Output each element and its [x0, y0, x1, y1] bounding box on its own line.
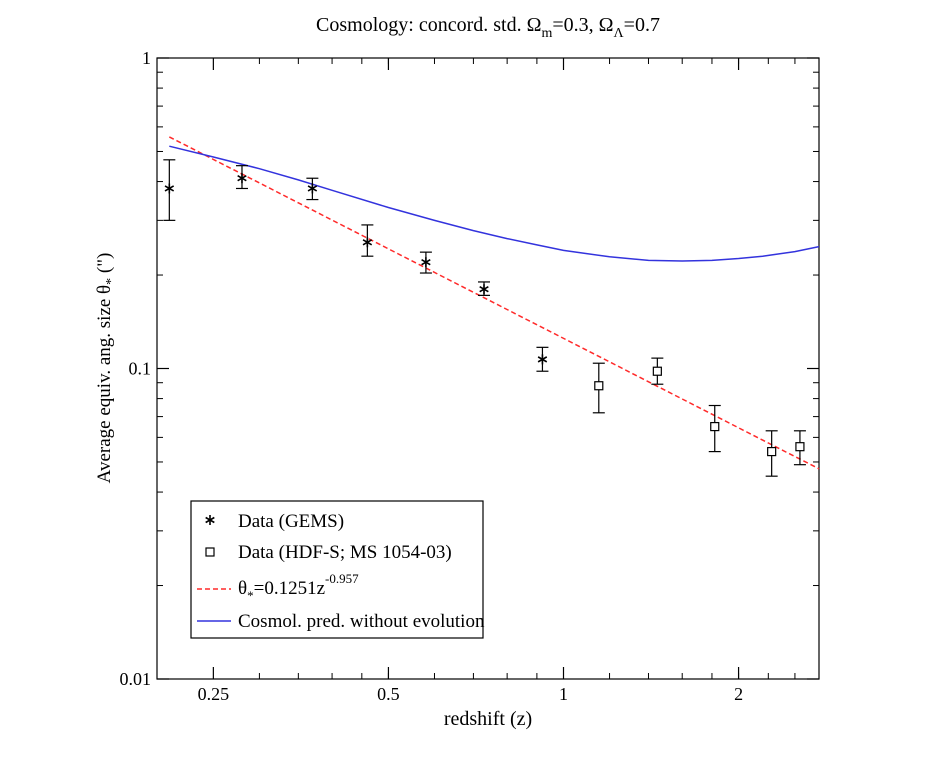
legend-item-hdfs: Data (HDF-S; MS 1054-03)	[205, 542, 452, 563]
power-law-fit-line	[168, 136, 820, 470]
data-point-gems	[537, 354, 548, 365]
legend-marker-square	[205, 547, 215, 557]
asterisk-stroke	[479, 286, 489, 293]
asterisk-stroke	[205, 516, 215, 524]
data-point-hdfs	[594, 381, 604, 391]
y-tick-label: 0.1	[129, 359, 152, 379]
asterisk-stroke	[537, 356, 548, 363]
x-axis-label: redshift (z)	[444, 708, 532, 730]
data-point-gems	[307, 183, 318, 194]
legend-item-fit: θ*=0.1251z-0.957	[197, 571, 359, 603]
asterisk-stroke	[362, 239, 373, 246]
asterisk-stroke	[237, 175, 247, 182]
asterisk-stroke	[307, 185, 318, 192]
data-point-hdfs	[710, 421, 720, 432]
y-axis-ticks: 0.01 0.1 1	[120, 48, 819, 689]
asterisk-stroke	[421, 258, 431, 266]
x-tick-label: 2	[734, 684, 743, 704]
chart-title: Cosmology: concord. std. Ωm=0.3, ΩΛ=0.7	[316, 14, 660, 41]
legend: Data (GEMS) Data (HDF-S; MS 1054-03) θ*=…	[190, 500, 485, 639]
legend-item-gems: Data (GEMS)	[205, 511, 344, 532]
data-point-gems	[164, 183, 175, 194]
x-tick-label: 0.25	[198, 684, 230, 704]
asterisk-stroke	[164, 185, 175, 192]
x-tick-label: 0.5	[377, 684, 400, 704]
legend-label-gems: Data (GEMS)	[238, 511, 344, 532]
data-point-gems	[362, 237, 373, 248]
legend-label-fit: θ*=0.1251z-0.957	[238, 571, 359, 603]
legend-asterisk-glyph	[205, 515, 215, 525]
cosmol-prediction-line	[169, 145, 820, 262]
data-point-gems	[479, 284, 489, 295]
x-axis-ticks: 0.25 0.5 1 2	[198, 58, 796, 704]
legend-item-cosmol: Cosmol. pred. without evolution	[197, 611, 485, 632]
legend-box	[190, 500, 484, 639]
data-point-hdfs	[767, 446, 777, 457]
x-tick-label: 1	[559, 684, 568, 704]
y-axis-label: Average equiv. ang. size θ* (")	[94, 253, 119, 484]
data-point-gems	[421, 257, 431, 268]
legend-label-hdfs: Data (HDF-S; MS 1054-03)	[238, 542, 452, 563]
series-layer	[163, 136, 820, 477]
legend-label-cosmol: Cosmol. pred. without evolution	[238, 611, 485, 632]
y-tick-label: 1	[142, 48, 151, 68]
y-tick-label: 0.01	[120, 669, 152, 689]
data-point-gems	[237, 173, 247, 184]
data-point-hdfs	[795, 442, 805, 452]
legend-marker-asterisk	[205, 515, 215, 525]
data-point-hdfs	[652, 366, 662, 376]
